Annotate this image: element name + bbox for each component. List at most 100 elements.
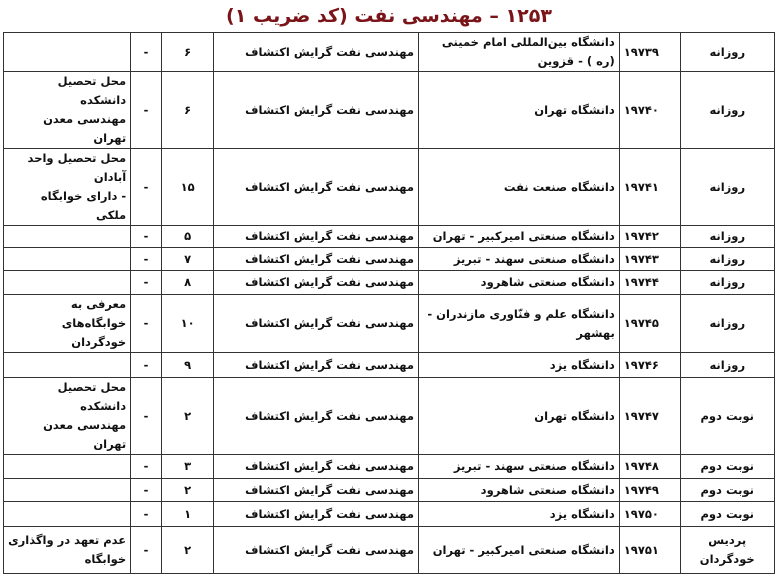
type-cell: نوبت دوم: [679, 377, 775, 455]
university-cell: دانشگاه صنعتی امیرکبیر - تهران: [418, 225, 620, 248]
field-cell: مهندسی نفت گرایش اکتشاف: [213, 377, 419, 455]
dash-cell: -: [130, 148, 162, 226]
note-cell: [2, 478, 132, 502]
field-cell: مهندسی نفت گرایش اکتشاف: [213, 526, 419, 574]
dash-cell: -: [130, 225, 162, 248]
code-cell: ۱۹۷۴۰: [618, 71, 681, 149]
table-row: روزانه ۱۹۷۳۹ دانشگاه بین‌المللی امام خمینی…: [2, 32, 775, 72]
note-cell: [2, 247, 132, 271]
field-cell: مهندسی نفت گرایش اکتشاف: [213, 454, 419, 479]
university-cell: دانشگاه تهران: [418, 377, 620, 455]
programs-table: روزانه ۱۹۷۳۹ دانشگاه بین‌المللی امام خمینی…: [2, 32, 775, 574]
type-cell: روزانه: [679, 247, 775, 271]
type-cell: روزانه: [679, 148, 775, 226]
field-cell: مهندسی نفت گرایش اکتشاف: [213, 71, 419, 149]
type-cell: نوبت دوم: [679, 454, 775, 479]
code-cell: ۱۹۷۴۶: [618, 352, 681, 378]
dash-cell: -: [130, 270, 162, 295]
code-cell: ۱۹۷۴۱: [618, 148, 681, 226]
type-cell: نوبت دوم: [679, 478, 775, 502]
capacity-cell: ۸: [160, 270, 215, 295]
code-cell: ۱۹۷۴۲: [618, 225, 681, 248]
note-cell: محل تحصیل واحد آبادان - دارای خوابگاه مل…: [2, 148, 132, 226]
code-cell: ۱۹۷۴۴: [618, 270, 681, 295]
university-cell: دانشگاه صنعت نفت: [418, 148, 620, 226]
table-row: روزانه ۱۹۷۴۰ دانشگاه تهران مهندسی نفت گرایش…: [2, 71, 775, 149]
university-cell: دانشگاه یزد: [418, 501, 620, 527]
code-cell: ۱۹۷۴۳: [618, 247, 681, 271]
capacity-cell: ۶: [160, 32, 215, 72]
table-row: روزانه ۱۹۷۴۶ دانشگاه یزد مهندسی نفت گرایش ا…: [2, 352, 775, 378]
table-row: روزانه ۱۹۷۴۴ دانشگاه صنعتی شاهرود مهندسی نف…: [2, 270, 775, 295]
university-cell: دانشگاه صنعتی شاهرود: [418, 478, 620, 502]
note-cell: [2, 454, 132, 479]
table-row: روزانه ۱۹۷۴۵ دانشگاه علم و فنّاوری مازندرا…: [2, 294, 775, 353]
university-cell: دانشگاه صنعتی امیرکبیر - تهران: [418, 526, 620, 574]
type-cell: روزانه: [679, 71, 775, 149]
note-cell: محل تحصیل دانشکده مهندسی معدن تهران: [2, 377, 132, 455]
page-title: ۱۲۵۳ – مهندسی نفت (کد ضریب ۱): [226, 5, 552, 27]
note-cell: [2, 352, 132, 378]
dash-cell: -: [130, 501, 162, 527]
field-cell: مهندسی نفت گرایش اکتشاف: [213, 225, 419, 248]
table-row: روزانه ۱۹۷۴۱ دانشگاه صنعت نفت مهندسی نفت گر…: [2, 148, 775, 226]
code-cell: ۱۹۷۵۱: [618, 526, 681, 574]
dash-cell: -: [130, 294, 162, 353]
note-cell: محل تحصیل دانشکده مهندسی معدن تهران: [2, 71, 132, 149]
code-cell: ۱۹۷۵۰: [618, 501, 681, 527]
table-row: نوبت دوم ۱۹۷۴۹ دانشگاه صنعتی شاهرود مهندسی …: [2, 478, 775, 502]
type-cell: روزانه: [679, 270, 775, 295]
note-cell: [2, 32, 132, 72]
university-cell: دانشگاه صنعتی سهند - تبریز: [418, 454, 620, 479]
capacity-cell: ۱: [160, 501, 215, 527]
capacity-cell: ۹: [160, 352, 215, 378]
code-cell: ۱۹۷۴۵: [618, 294, 681, 353]
dash-cell: -: [130, 71, 162, 149]
code-cell: ۱۹۷۴۹: [618, 478, 681, 502]
dash-cell: -: [130, 454, 162, 479]
field-cell: مهندسی نفت گرایش اکتشاف: [213, 478, 419, 502]
field-cell: مهندسی نفت گرایش اکتشاف: [213, 270, 419, 295]
university-cell: دانشگاه صنعتی سهند - تبریز: [418, 247, 620, 271]
dash-cell: -: [130, 526, 162, 574]
field-cell: مهندسی نفت گرایش اکتشاف: [213, 352, 419, 378]
dash-cell: -: [130, 478, 162, 502]
capacity-cell: ۵: [160, 225, 215, 248]
note-cell: معرفی به خوابگاه‌های خودگردان: [2, 294, 132, 353]
note-cell: [2, 225, 132, 248]
dash-cell: -: [130, 377, 162, 455]
table-row: پردیس خودگردان ۱۹۷۵۱ دانشگاه صنعتی امیرکبی…: [2, 526, 775, 574]
university-cell: دانشگاه صنعتی شاهرود: [418, 270, 620, 295]
code-cell: ۱۹۷۴۷: [618, 377, 681, 455]
capacity-cell: ۳: [160, 454, 215, 479]
type-cell: روزانه: [679, 32, 775, 72]
type-cell: روزانه: [679, 225, 775, 248]
note-cell: [2, 501, 132, 527]
field-cell: مهندسی نفت گرایش اکتشاف: [213, 32, 419, 72]
type-cell: روزانه: [679, 352, 775, 378]
type-cell: پردیس خودگردان: [679, 526, 775, 574]
table-row: نوبت دوم ۱۹۷۴۸ دانشگاه صنعتی سهند - تبریز م…: [2, 454, 775, 479]
note-cell: [2, 270, 132, 295]
table-row: نوبت دوم ۱۹۷۴۷ دانشگاه تهران مهندسی نفت گرا…: [2, 377, 775, 455]
table-row: نوبت دوم ۱۹۷۵۰ دانشگاه یزد مهندسی نفت گرایش…: [2, 501, 775, 527]
field-cell: مهندسی نفت گرایش اکتشاف: [213, 501, 419, 527]
capacity-cell: ۲: [160, 377, 215, 455]
dash-cell: -: [130, 247, 162, 271]
capacity-cell: ۲: [160, 526, 215, 574]
dash-cell: -: [130, 32, 162, 72]
code-cell: ۱۹۷۴۸: [618, 454, 681, 479]
capacity-cell: ۱۵: [160, 148, 215, 226]
field-cell: مهندسی نفت گرایش اکتشاف: [213, 247, 419, 271]
university-cell: دانشگاه بین‌المللی امام خمینی (ره ) - قز…: [418, 32, 620, 72]
university-cell: دانشگاه یزد: [418, 352, 620, 378]
capacity-cell: ۷: [160, 247, 215, 271]
field-cell: مهندسی نفت گرایش اکتشاف: [213, 148, 419, 226]
type-cell: روزانه: [679, 294, 775, 353]
table-row: روزانه ۱۹۷۴۲ دانشگاه صنعتی امیرکبیر - تهرا…: [2, 225, 775, 248]
code-cell: ۱۹۷۳۹: [618, 32, 681, 72]
dash-cell: -: [130, 352, 162, 378]
field-cell: مهندسی نفت گرایش اکتشاف: [213, 294, 419, 353]
table-row: روزانه ۱۹۷۴۳ دانشگاه صنعتی سهند - تبریز مهن…: [2, 247, 775, 271]
type-cell: نوبت دوم: [679, 501, 775, 527]
